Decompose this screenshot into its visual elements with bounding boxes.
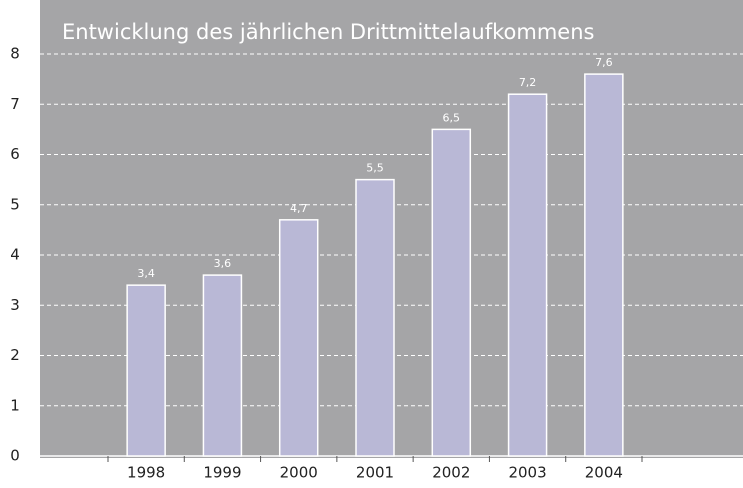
bar: [126, 284, 166, 457]
x-tick-label: 1998: [127, 464, 165, 482]
bar: [584, 73, 624, 457]
value-label: 3,6: [214, 257, 232, 270]
bar: [431, 128, 472, 457]
value-label: 6,5: [443, 111, 461, 124]
bar: [355, 178, 395, 457]
bar: [278, 219, 319, 457]
y-tick-label: 2: [10, 346, 20, 364]
y-tick-label: 6: [10, 145, 20, 163]
y-tick-label: 0: [10, 447, 20, 465]
y-tick-label: 8: [10, 45, 20, 63]
y-tick-label: 1: [10, 396, 20, 414]
bar: [202, 274, 243, 457]
x-tick-label: 2001: [356, 464, 394, 482]
value-label: 7,6: [595, 56, 613, 69]
y-tick-label: 4: [10, 246, 20, 264]
value-label: 7,2: [519, 76, 537, 89]
bar: [507, 93, 548, 457]
x-tick-label: 2002: [432, 464, 470, 482]
y-tick-label: 7: [10, 95, 20, 113]
value-label: 4,7: [290, 202, 308, 215]
value-label: 5,5: [366, 162, 384, 175]
x-tick-label: 2003: [508, 464, 546, 482]
x-tick-label: 1999: [203, 464, 241, 482]
chart-title: Entwicklung des jährlichen Drittmittelau…: [62, 20, 594, 44]
x-tick-label: 2004: [585, 464, 623, 482]
y-tick-label: 3: [10, 296, 20, 314]
x-tick-label: 2000: [280, 464, 318, 482]
value-label: 3,4: [137, 267, 155, 280]
y-tick-label: 5: [10, 195, 20, 213]
